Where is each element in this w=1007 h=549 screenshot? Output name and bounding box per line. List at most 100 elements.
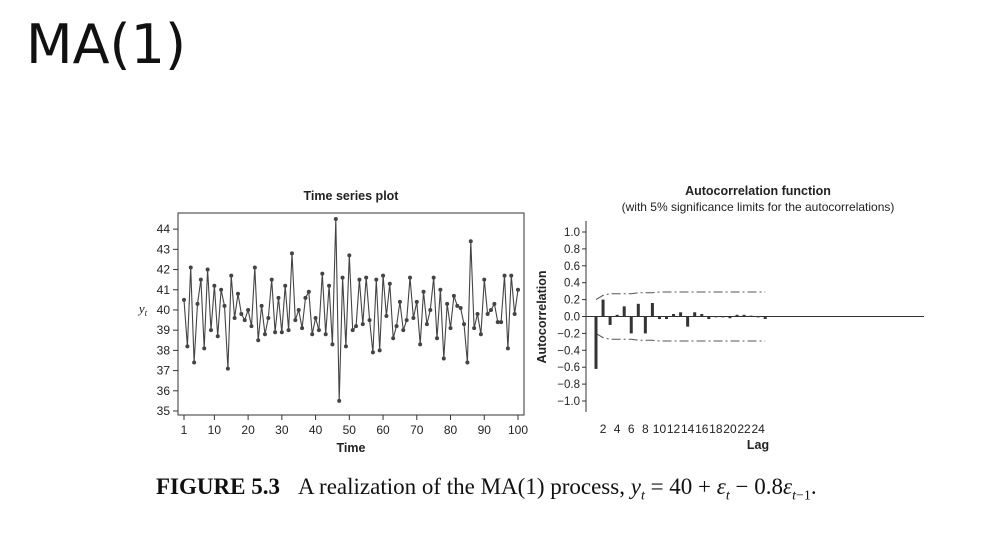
acf-x-axis-label: Lag	[747, 438, 769, 452]
ts-point	[249, 324, 254, 329]
ts-point	[296, 307, 301, 312]
ts-point	[340, 275, 345, 280]
acf-y-tick-label: −0.4	[557, 345, 580, 357]
ts-point	[286, 328, 291, 333]
acf-x-tick-label: 6	[628, 422, 635, 436]
ts-y-tick-label: 40	[157, 303, 171, 317]
ts-point	[293, 318, 298, 323]
acf-bar	[615, 314, 619, 317]
ts-point	[327, 283, 332, 288]
acf-bar	[594, 316, 598, 369]
ts-point	[330, 342, 335, 347]
ts-point	[306, 289, 311, 294]
ts-point	[492, 301, 497, 306]
ts-y-axis: 35 36 37 38 39 40 41 42 43 44	[157, 222, 178, 418]
ts-y-tick-label: 35	[157, 404, 171, 418]
ts-x-tick-label: 80	[444, 423, 458, 437]
acf-y-tick-label: −0.8	[557, 379, 580, 391]
ts-point	[276, 295, 281, 300]
acf-x-tick-label: 8	[642, 422, 649, 436]
acf-x-tick-label: 22	[737, 422, 751, 436]
ts-point	[215, 334, 220, 339]
ts-point	[414, 299, 419, 304]
ts-point	[431, 275, 436, 280]
ts-point	[225, 366, 230, 371]
acf-bar	[672, 313, 676, 317]
ts-point	[509, 273, 514, 278]
ts-point	[300, 326, 305, 331]
ts-x-tick-label: 90	[478, 423, 492, 437]
ts-point	[424, 322, 429, 327]
ts-point	[516, 287, 520, 292]
acf-y-tick-label: −1.0	[557, 396, 580, 408]
ts-x-tick-label: 10	[208, 423, 222, 437]
ts-point	[337, 398, 342, 403]
figure-caption-text: A realization of the MA(1) process,	[297, 474, 625, 499]
ts-x-tick-label: 50	[343, 423, 357, 437]
acf-bar	[714, 316, 718, 318]
acf-bar	[693, 312, 697, 317]
acf-bar	[679, 312, 683, 317]
acf-x-axis: 2 4 6 8 10 12 14 16 18 20 22 24	[600, 422, 765, 436]
acf-bar	[707, 316, 711, 320]
acf-bar	[657, 316, 661, 320]
ts-point	[310, 332, 315, 337]
ts-point	[205, 267, 210, 272]
ts-point	[468, 239, 473, 244]
ts-y-tick-label: 42	[157, 263, 171, 277]
acf-bar	[622, 306, 626, 317]
ts-point	[316, 328, 321, 333]
acf-y-tick-label: −0.2	[557, 328, 580, 340]
ts-point	[404, 318, 409, 323]
ts-x-tick-label: 1	[181, 423, 188, 437]
acf-chart-subtitle: (with 5% significance limits for the aut…	[622, 200, 895, 214]
acf-y-tick-label: 0.0	[564, 312, 580, 324]
ts-point	[208, 328, 213, 333]
ts-point	[350, 328, 355, 333]
ts-point	[391, 336, 396, 341]
ts-y-tick-label: 43	[157, 242, 171, 256]
ts-point	[262, 332, 267, 337]
ts-point	[219, 287, 224, 292]
ts-point	[475, 312, 480, 316]
ts-point	[357, 277, 362, 282]
acf-y-axis: 1.0 0.8 0.6 0.4 0.2 0.0 −0.2 −0.4 −0.6 −0.8 −1.0	[557, 227, 924, 408]
ts-point	[269, 277, 274, 282]
ts-point	[370, 350, 375, 355]
ts-point	[273, 330, 278, 335]
ts-point	[192, 360, 197, 365]
ts-point	[384, 314, 389, 319]
acf-y-tick-label: 0.2	[564, 295, 580, 307]
ts-y-tick-label: 37	[157, 364, 171, 378]
ts-series	[182, 217, 520, 403]
figure-caption: FIGURE 5.3 A realization of the MA(1) pro…	[156, 474, 817, 505]
ts-point	[408, 275, 413, 280]
ts-point	[256, 338, 261, 343]
acf-y-tick-label: 0.4	[564, 278, 581, 290]
ts-point	[489, 307, 494, 312]
ts-plot-frame	[177, 212, 525, 416]
ts-point	[499, 320, 504, 325]
ts-point	[485, 312, 490, 316]
acf-bar	[742, 314, 746, 317]
ts-point	[418, 342, 423, 347]
acf-bar	[650, 302, 654, 317]
ts-point	[505, 346, 510, 351]
ts-point	[222, 303, 227, 308]
ts-y-tick-label: 36	[157, 384, 171, 398]
acf-bar	[601, 299, 605, 317]
ts-point	[303, 295, 308, 300]
ts-point	[472, 326, 477, 331]
acf-x-tick-label: 20	[723, 422, 737, 436]
ts-y-tick-label: 44	[157, 222, 171, 236]
ts-point	[202, 346, 207, 351]
acf-bar	[700, 313, 704, 317]
acf-bar	[728, 316, 732, 319]
acf-x-tick-label: 24	[751, 422, 765, 436]
ts-point	[212, 283, 217, 288]
ts-point	[455, 303, 460, 308]
ts-point	[465, 360, 470, 365]
ts-point	[239, 312, 244, 316]
ts-point	[435, 336, 440, 341]
ts-point	[182, 297, 186, 302]
